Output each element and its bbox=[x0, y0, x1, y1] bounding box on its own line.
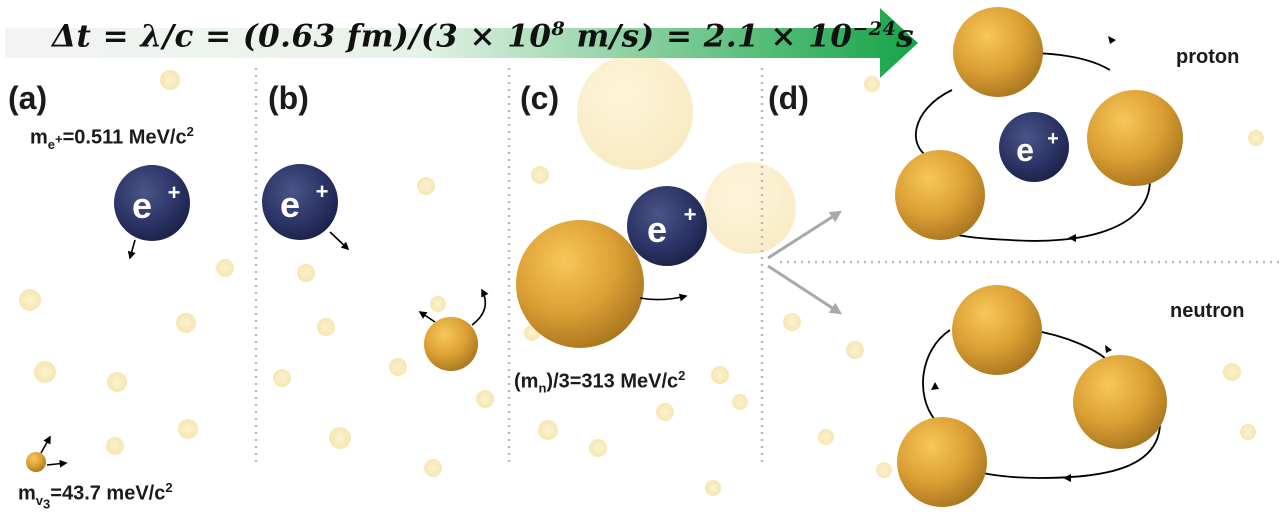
time-arrow bbox=[5, 8, 918, 78]
positron-a: e + bbox=[114, 165, 190, 241]
panel-dividers bbox=[254, 68, 1279, 465]
quark bbox=[1087, 90, 1183, 186]
orbit-arrowhead bbox=[1105, 345, 1112, 353]
neutron-label: neutron bbox=[1170, 300, 1245, 322]
svg-text:e: e bbox=[647, 209, 667, 250]
background-dot bbox=[876, 462, 892, 478]
svg-text:+: + bbox=[684, 202, 697, 227]
background-dot bbox=[389, 358, 407, 376]
motion-arrow bbox=[329, 231, 350, 251]
quark bbox=[953, 7, 1043, 97]
quark bbox=[897, 417, 987, 507]
background-dot bbox=[1240, 424, 1256, 440]
background-dot bbox=[178, 419, 198, 439]
panel-label-a: (a) bbox=[8, 80, 48, 116]
positron-mass-label: me+=0.511 MeV/c2 bbox=[30, 124, 194, 152]
background-dot bbox=[417, 177, 435, 195]
background-dot bbox=[297, 264, 315, 282]
motion-arrow bbox=[40, 435, 51, 454]
neutrino-mass-label: mv3=43.7 meV/c2 bbox=[18, 480, 173, 512]
orbit-arrowhead bbox=[931, 382, 939, 390]
quark-mass-label: (mn)/3=313 MeV/c2 bbox=[514, 368, 686, 396]
background-dot bbox=[273, 369, 291, 387]
orbit-arrowhead bbox=[1108, 36, 1116, 44]
background-dot bbox=[705, 480, 721, 496]
panel-label-c: (c) bbox=[520, 80, 560, 116]
transition-arrow-up bbox=[767, 210, 843, 260]
background-dot bbox=[176, 313, 196, 333]
motion-arrow bbox=[46, 459, 68, 468]
background-dots bbox=[19, 70, 1264, 496]
background-dot bbox=[329, 427, 351, 449]
positron-d: e + bbox=[999, 112, 1069, 182]
background-dot bbox=[216, 259, 234, 277]
background-dot bbox=[107, 372, 127, 392]
neutrino-a bbox=[26, 452, 46, 472]
background-dot bbox=[538, 420, 558, 440]
background-dot bbox=[818, 429, 834, 445]
background-dot bbox=[424, 459, 442, 477]
time-equation: Δt = λ/c = (0.63 fm)/(3 × 108 m/s) = 2.1… bbox=[52, 18, 915, 55]
background-dot bbox=[106, 437, 124, 455]
svg-text:+: + bbox=[168, 180, 181, 205]
transition-arrow-down bbox=[767, 264, 843, 315]
positron-b: e + bbox=[262, 164, 338, 240]
neutron-structure bbox=[897, 285, 1167, 507]
panel-label-d: (d) bbox=[768, 80, 809, 116]
svg-text:e: e bbox=[280, 184, 300, 225]
positron-c: e + bbox=[627, 186, 707, 266]
orbit-arrowhead bbox=[1063, 474, 1071, 482]
panel-label-b: (b) bbox=[268, 80, 309, 116]
background-dot bbox=[317, 318, 335, 336]
faded-quark bbox=[704, 162, 796, 254]
motion-arrow bbox=[127, 239, 136, 260]
background-dot bbox=[430, 296, 446, 312]
background-dot bbox=[476, 390, 494, 408]
background-dot bbox=[1223, 363, 1241, 381]
background-dot bbox=[846, 341, 864, 359]
quark bbox=[1073, 355, 1167, 449]
faded-quark bbox=[577, 54, 693, 170]
background-dot bbox=[711, 366, 729, 384]
background-dot bbox=[19, 289, 41, 311]
background-dot bbox=[160, 70, 180, 90]
proton-label: proton bbox=[1176, 46, 1240, 68]
svg-text:+: + bbox=[1047, 128, 1059, 150]
background-dot bbox=[732, 394, 748, 410]
background-dot bbox=[864, 76, 880, 92]
background-dot bbox=[531, 166, 549, 184]
orbit-arrowhead bbox=[1068, 234, 1076, 242]
background-dot bbox=[783, 313, 801, 331]
background-dot bbox=[589, 439, 607, 457]
quark bbox=[895, 150, 985, 240]
background-dot bbox=[656, 403, 674, 421]
quark-b bbox=[424, 317, 478, 371]
background-dot bbox=[34, 361, 56, 383]
motion-arrow bbox=[639, 293, 688, 302]
svg-text:+: + bbox=[316, 179, 329, 204]
svg-text:e: e bbox=[132, 185, 152, 226]
motion-arrow bbox=[471, 288, 489, 326]
quark bbox=[952, 285, 1042, 375]
proton-structure: e + bbox=[895, 7, 1183, 242]
svg-text:e: e bbox=[1016, 132, 1034, 168]
background-dot bbox=[1248, 130, 1264, 146]
motion-arrow bbox=[418, 311, 436, 323]
quark-c bbox=[516, 220, 644, 348]
